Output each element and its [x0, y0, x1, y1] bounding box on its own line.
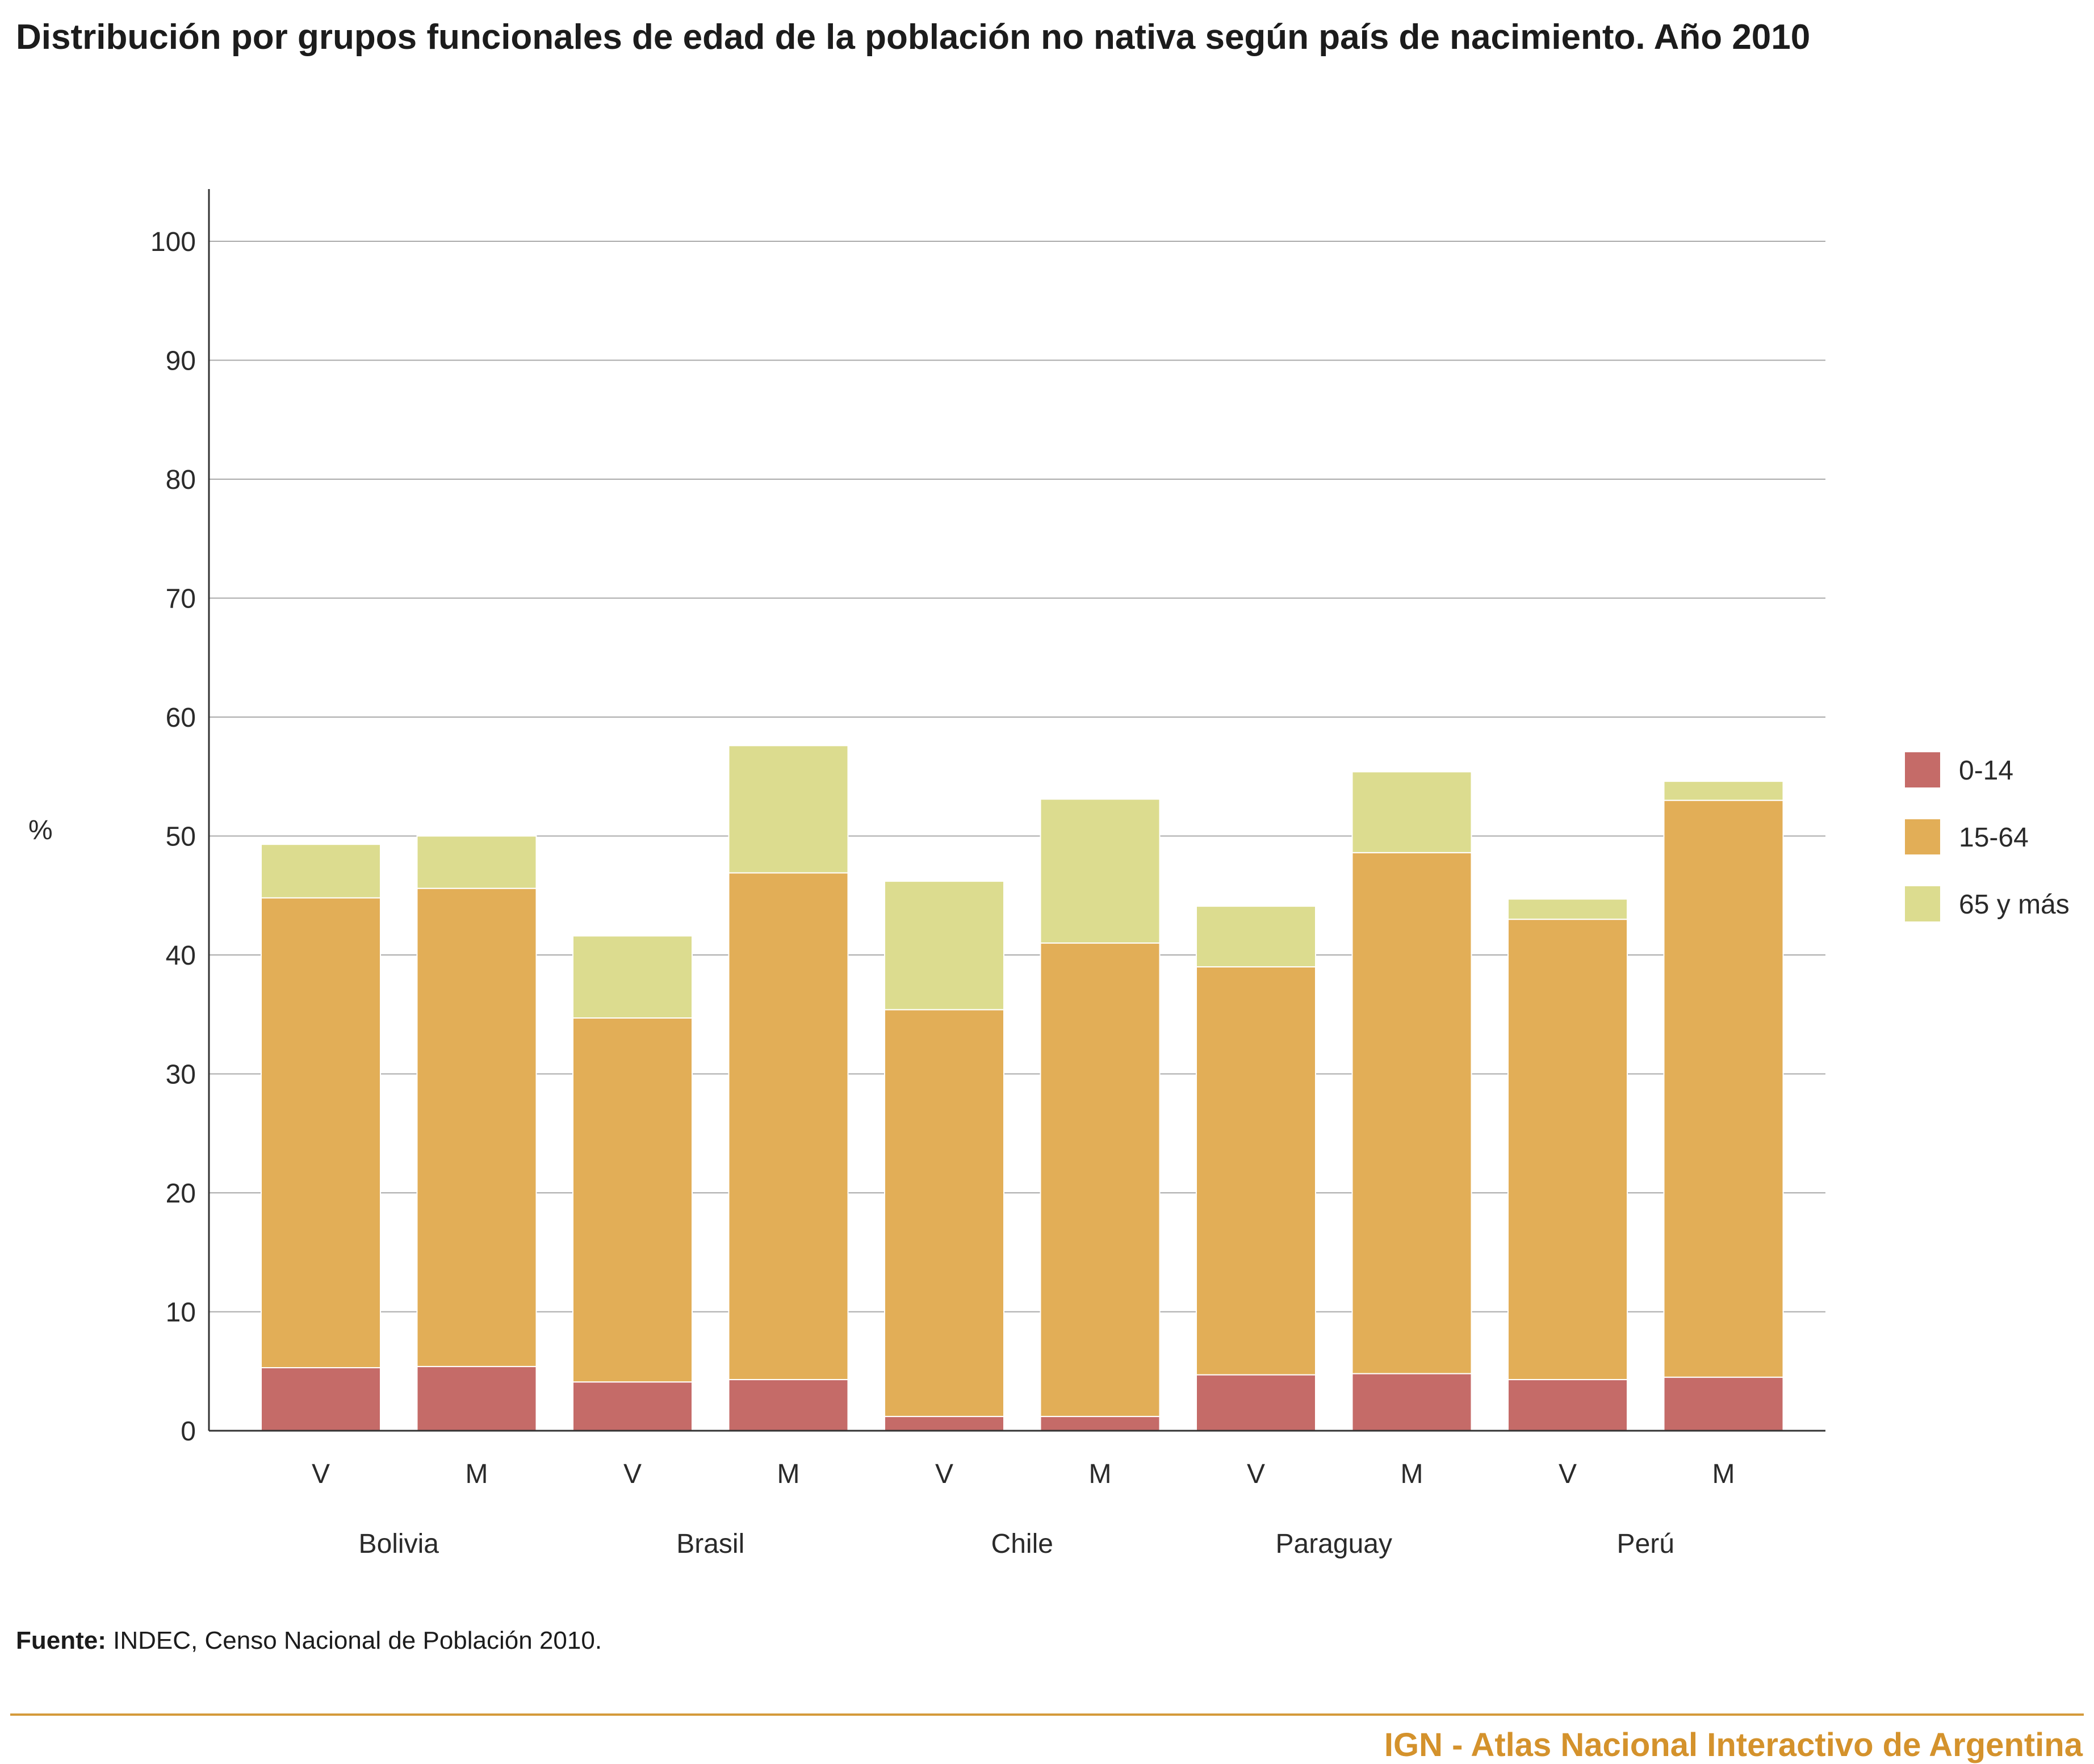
footer-divider — [10, 1713, 2084, 1716]
bar-segment — [1351, 1373, 1472, 1431]
bar-segment — [572, 1381, 693, 1431]
legend-label: 0-14 — [1959, 756, 2013, 786]
bars — [261, 745, 1784, 1432]
group-label: Bolivia — [359, 1529, 439, 1559]
y-tick-label: 20 — [166, 1179, 196, 1209]
group-label: Paraguay — [1276, 1529, 1392, 1559]
bar-segment — [1196, 966, 1316, 1376]
bar-segment — [416, 1365, 537, 1432]
x-tick-label: M — [466, 1459, 488, 1489]
legend-label: 65 y más — [1959, 890, 2070, 920]
y-tick-label: 80 — [166, 465, 196, 495]
bar-segment — [884, 881, 1004, 1011]
x-tick-label: V — [1247, 1459, 1265, 1489]
legend-swatch — [1905, 886, 1940, 921]
x-tick-label: V — [1559, 1459, 1577, 1489]
x-tick-label: V — [312, 1459, 330, 1489]
bar-segment — [1040, 942, 1161, 1417]
bar-segment — [884, 1009, 1004, 1417]
y-tick-label: 10 — [166, 1298, 196, 1328]
source-note: Fuente: INDEC, Censo Nacional de Poblaci… — [16, 1627, 602, 1655]
y-tick-label: 40 — [166, 941, 196, 971]
bar-segment — [261, 844, 381, 899]
x-tick-label: M — [1089, 1459, 1112, 1489]
bar-segment — [261, 897, 381, 1368]
bar-segment — [1507, 898, 1628, 920]
y-tick-label: 90 — [166, 346, 196, 376]
bar-segment — [1663, 1376, 1784, 1432]
group-label: Brasil — [676, 1529, 744, 1559]
y-tick-label: 30 — [166, 1060, 196, 1090]
x-tick-label: M — [1401, 1459, 1423, 1489]
group-label: Chile — [991, 1529, 1053, 1559]
x-tick-label: V — [623, 1459, 642, 1489]
axes — [208, 189, 1825, 1432]
bar-segment — [416, 887, 537, 1367]
bar-segment — [1663, 799, 1784, 1378]
y-tick-label: 70 — [166, 584, 196, 614]
group-label: Perú — [1617, 1529, 1674, 1559]
x-tick-label: M — [777, 1459, 800, 1489]
bar-segment — [1040, 1415, 1161, 1432]
bar-segment — [416, 835, 537, 889]
legend-swatch — [1905, 752, 1940, 787]
bar-segment — [1040, 798, 1161, 944]
footer-brand: IGN - Atlas Nacional Interactivo de Arge… — [1384, 1727, 2083, 1763]
bar-segment — [728, 872, 849, 1380]
legend-swatch — [1905, 819, 1940, 854]
y-tick-label: 50 — [166, 822, 196, 852]
bar-segment — [884, 1415, 1004, 1432]
bar-segment — [261, 1367, 381, 1432]
x-tick-label: V — [935, 1459, 953, 1489]
bar-segment — [1196, 1374, 1316, 1431]
y-tick-label: 100 — [150, 227, 196, 257]
source-text: INDEC, Censo Nacional de Población 2010. — [113, 1627, 602, 1654]
legend: 0-14 15-64 65 y más — [1905, 752, 2070, 921]
bar-segment — [728, 1378, 849, 1432]
axis-labels: 0 10 20 30 40 50 60 70 80 90 100% V M V M V M V M V M Bolivia… — [28, 227, 1735, 1559]
bar-segment — [1507, 1378, 1628, 1432]
x-tick-label: M — [1712, 1459, 1735, 1489]
bar-segment — [1351, 852, 1472, 1375]
y-tick-label: 0 — [181, 1417, 196, 1447]
y-tick-label: 60 — [166, 703, 196, 733]
source-label: Fuente: — [16, 1627, 106, 1654]
bar-segment — [1663, 781, 1784, 801]
bar-segment — [1351, 771, 1472, 853]
stacked-bar-chart: 0 10 20 30 40 50 60 70 80 90 100% V M V M V M V M V M Bolivia… — [28, 189, 2070, 1559]
bar-segment — [1196, 906, 1316, 967]
bar-segment — [572, 1017, 693, 1383]
legend-label: 15-64 — [1959, 823, 2029, 853]
y-axis-label: % — [28, 815, 53, 845]
bar-segment — [1507, 919, 1628, 1380]
page-title: Distribución por grupos funcionales de e… — [16, 18, 1811, 57]
bar-segment — [572, 935, 693, 1019]
bar-segment — [728, 745, 849, 874]
